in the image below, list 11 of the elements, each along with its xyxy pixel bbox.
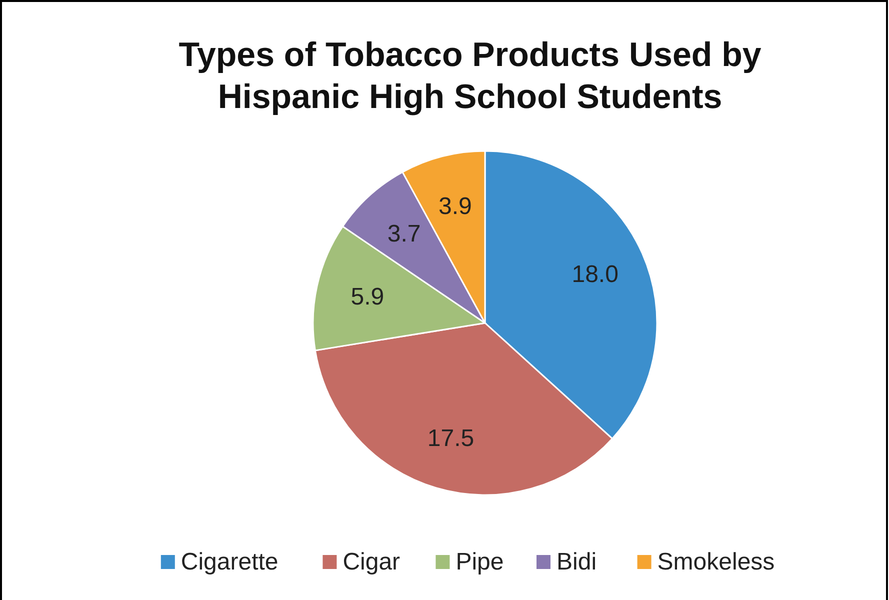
data-label: 18.0 [572, 260, 618, 288]
legend-label: Smokeless [657, 548, 775, 576]
legend-label: Cigar [342, 548, 400, 576]
data-label: 5.9 [350, 283, 384, 310]
data-label: 3.9 [438, 192, 472, 220]
legend-label: Pipe [456, 548, 504, 576]
data-label: 3.7 [387, 220, 421, 248]
legend-label: Bidi [556, 548, 597, 576]
legend-label: Cigarette [180, 548, 278, 576]
chart-title: Types of Tobacco Products Used by Hispanic High School Students [178, 36, 762, 116]
data-label: 17.5 [427, 424, 474, 452]
